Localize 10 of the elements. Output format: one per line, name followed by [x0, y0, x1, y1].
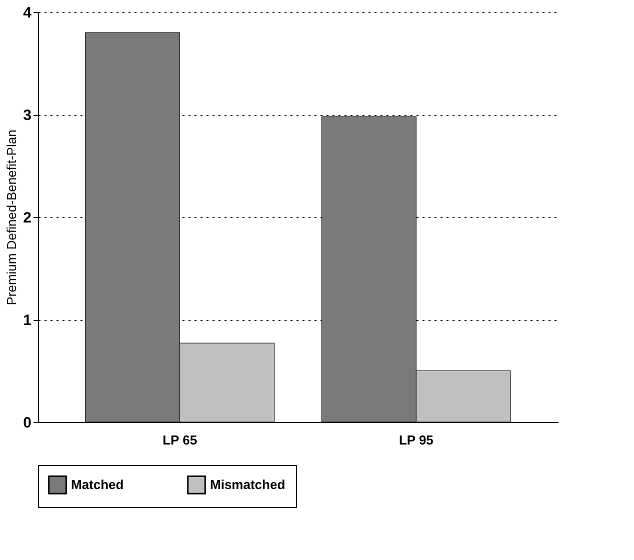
y-tick-label: 3: [23, 107, 32, 124]
legend-label: Mismatched: [210, 476, 286, 492]
x-tick-label: LP 95: [398, 432, 434, 448]
x-tick-label: LP 65: [162, 432, 198, 448]
y-tick-label: 0: [23, 414, 32, 432]
y-axis-title: Premium Defined-Benefit-Plan: [4, 130, 20, 306]
y-tick-label: 4: [23, 4, 32, 22]
y-tick-label: 2: [23, 210, 32, 226]
y-tick-label: 1: [23, 312, 32, 329]
legend-label: Matched: [71, 476, 124, 492]
